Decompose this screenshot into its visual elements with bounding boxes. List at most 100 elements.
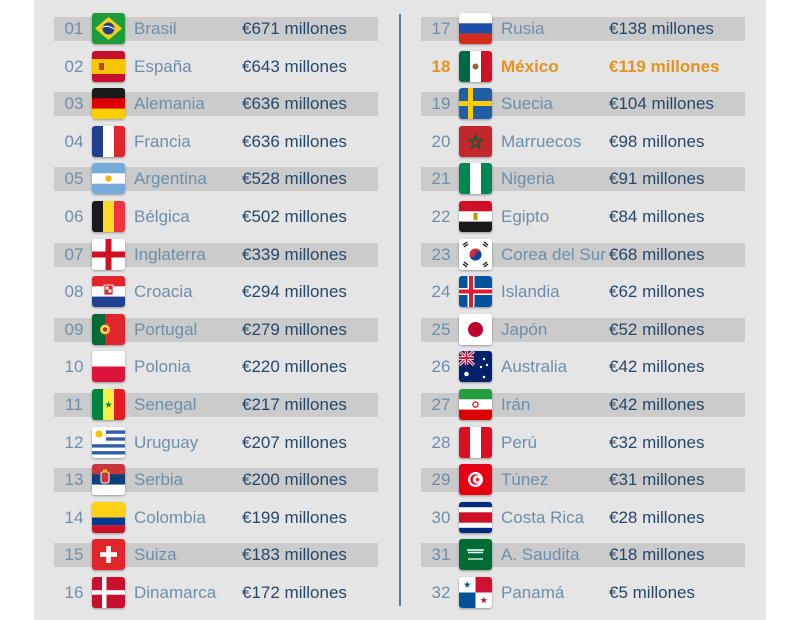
table-row: 04 Francia €636 millones xyxy=(54,123,378,161)
rank-label: 06 xyxy=(64,206,84,226)
value-label: €502 millones xyxy=(242,206,347,226)
table-row: 02 España €643 millones xyxy=(54,48,378,86)
value-label: €183 millones xyxy=(242,545,347,565)
table-row: 18 México €119 millones xyxy=(421,48,745,86)
country-label: Senegal xyxy=(134,394,197,414)
denmark-flag-icon xyxy=(92,576,125,608)
table-row: 16 Dinamarca €172 millones xyxy=(54,574,378,612)
table-row: 25 Japón €52 millones xyxy=(421,311,745,349)
iran-flag-icon xyxy=(459,388,492,420)
australia-flag-icon xyxy=(459,351,492,383)
value-label: €138 millones xyxy=(609,19,714,38)
country-label: Brasil xyxy=(134,19,177,38)
country-label: Túnez xyxy=(501,470,549,490)
value-label: €104 millones xyxy=(609,94,714,114)
table-row: 21 Nigeria €91 millones xyxy=(421,160,745,198)
panama-flag-icon xyxy=(459,576,492,608)
value-label: €84 millones xyxy=(609,206,705,226)
country-label: Colombia xyxy=(134,507,206,527)
belgium-flag-icon xyxy=(92,200,125,232)
mexico-flag-icon xyxy=(459,50,492,82)
rank-label: 14 xyxy=(64,507,84,527)
portugal-flag-icon xyxy=(92,313,125,345)
column-divider xyxy=(399,14,401,606)
russia-flag-icon xyxy=(459,13,492,44)
rank-label: 11 xyxy=(65,394,83,414)
rank-label: 19 xyxy=(431,94,451,114)
value-label: €279 millones xyxy=(242,319,347,339)
value-label: €671 millones xyxy=(242,19,347,38)
country-label: Suiza xyxy=(134,545,177,565)
serbia-flag-icon xyxy=(92,464,125,496)
england-flag-icon xyxy=(92,238,125,270)
rank-label: 18 xyxy=(431,56,451,76)
rank-label: 01 xyxy=(64,19,84,38)
value-label: €18 millones xyxy=(609,545,705,565)
argentina-flag-icon xyxy=(92,163,125,195)
germany-flag-icon xyxy=(92,88,125,120)
rank-label: 15 xyxy=(64,545,84,565)
country-label: A. Saudita xyxy=(501,545,580,565)
rank-label: 24 xyxy=(431,282,451,302)
country-label: México xyxy=(501,56,559,76)
country-label: Islandia xyxy=(501,282,560,302)
rank-label: 03 xyxy=(64,94,84,114)
rank-label: 13 xyxy=(64,470,84,490)
sweden-flag-icon xyxy=(459,88,492,120)
country-label: Uruguay xyxy=(134,432,199,452)
value-label: €199 millones xyxy=(242,507,347,527)
country-label: España xyxy=(134,56,192,76)
country-label: Inglaterra xyxy=(134,244,206,264)
rank-label: 31 xyxy=(431,545,451,565)
switzerland-flag-icon xyxy=(92,539,125,571)
country-label: Polonia xyxy=(134,357,191,377)
costa-rica-flag-icon xyxy=(459,501,492,533)
table-row: 13 Serbia €200 millones xyxy=(54,461,378,499)
country-label: Portugal xyxy=(134,319,198,339)
country-label: Nigeria xyxy=(501,169,555,189)
rank-label: 22 xyxy=(431,206,451,226)
value-label: €52 millones xyxy=(609,319,705,339)
table-row: 29 Túnez €31 millones xyxy=(421,461,745,499)
country-label: Japón xyxy=(501,319,548,339)
rank-label: 20 xyxy=(431,131,451,151)
morocco-flag-icon xyxy=(459,125,492,157)
ranking-column-right: 17 Rusia €138 millones 18 México €119 millone… xyxy=(421,10,745,612)
value-label: €42 millones xyxy=(609,357,705,377)
value-label: €5 millones xyxy=(609,582,695,602)
value-label: €32 millones xyxy=(609,432,705,452)
brazil-flag-icon xyxy=(92,13,125,44)
rank-label: 04 xyxy=(64,131,84,151)
table-row: 20 Marruecos €98 millones xyxy=(421,123,745,161)
value-label: €42 millones xyxy=(609,394,705,414)
country-label: Perú xyxy=(501,432,537,452)
rank-label: 16 xyxy=(64,582,84,602)
rank-label: 08 xyxy=(64,282,84,302)
rank-label: 17 xyxy=(431,19,451,38)
value-label: €220 millones xyxy=(242,357,347,377)
country-label: Serbia xyxy=(134,470,184,490)
france-flag-icon xyxy=(92,125,125,157)
value-label: €98 millones xyxy=(609,131,705,151)
rank-label: 23 xyxy=(431,244,451,264)
table-row: 06 Bélgica €502 millones xyxy=(54,198,378,236)
value-label: €636 millones xyxy=(242,131,347,151)
table-row: 07 Inglaterra €339 millones xyxy=(54,236,378,274)
rank-label: 07 xyxy=(64,244,84,264)
croatia-flag-icon xyxy=(92,276,125,308)
nigeria-flag-icon xyxy=(459,163,492,195)
country-label: Alemania xyxy=(134,94,205,114)
rank-label: 28 xyxy=(431,432,451,452)
country-label: Australia xyxy=(501,357,568,377)
country-label: Irán xyxy=(501,394,531,414)
table-row: 27 Irán €42 millones xyxy=(421,386,745,424)
table-row: 24 Islandia €62 millones xyxy=(421,273,745,311)
value-label: €207 millones xyxy=(242,432,347,452)
colombia-flag-icon xyxy=(92,501,125,533)
table-row: 01 Brasil €671 millones xyxy=(54,10,378,48)
country-label: Costa Rica xyxy=(501,507,585,527)
table-row: 30 Costa Rica €28 millones xyxy=(421,499,745,537)
table-row: 32 Panamá €5 millones xyxy=(421,574,745,612)
country-label: Panamá xyxy=(501,582,565,602)
south-korea-flag-icon xyxy=(459,238,492,270)
